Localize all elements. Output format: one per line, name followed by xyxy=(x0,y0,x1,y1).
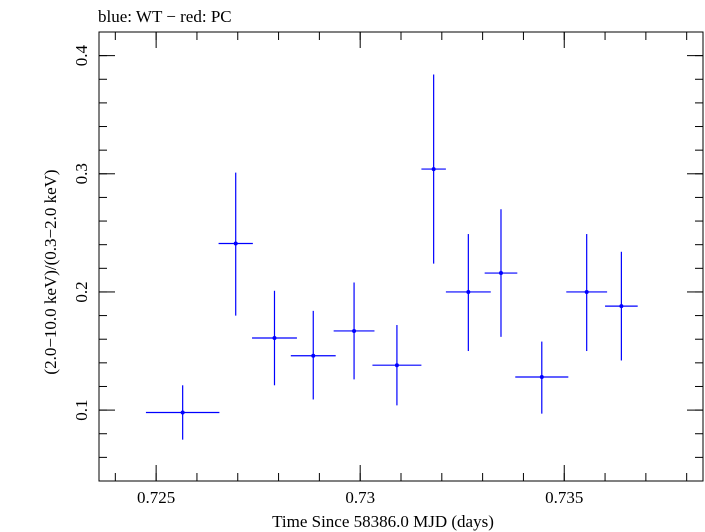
data-point xyxy=(605,251,638,361)
data-point xyxy=(372,325,422,406)
data-marker xyxy=(272,336,277,341)
data-point xyxy=(290,310,336,400)
data-point xyxy=(333,282,375,380)
data-point xyxy=(484,209,518,337)
data-marker xyxy=(498,271,503,276)
axis-tick-labels: 0.725 0.73 0.735 0.1 0.2 0.3 0.4 xyxy=(72,45,583,507)
data-marker xyxy=(466,289,471,294)
y-tick-label: 0.3 xyxy=(72,163,91,184)
data-point xyxy=(218,172,253,316)
data-marker xyxy=(311,353,316,358)
x-tick-label: 0.735 xyxy=(545,488,583,507)
x-tick-label: 0.73 xyxy=(345,488,375,507)
data-marker xyxy=(352,328,357,333)
data-point xyxy=(566,234,608,352)
y-tick-label: 0.1 xyxy=(72,399,91,420)
data-marker xyxy=(233,241,238,246)
data-point xyxy=(421,74,446,264)
data-points xyxy=(145,74,638,440)
data-marker xyxy=(431,167,436,172)
axis-ticks xyxy=(99,31,703,482)
data-marker xyxy=(539,375,544,380)
data-point xyxy=(145,385,220,440)
data-point xyxy=(515,341,569,414)
y-tick-label: 0.2 xyxy=(72,281,91,302)
x-tick-label: 0.725 xyxy=(137,488,175,507)
data-marker xyxy=(180,410,185,415)
data-point xyxy=(252,290,297,386)
y-tick-label: 0.4 xyxy=(72,45,91,67)
data-point xyxy=(445,234,491,352)
chart-title: blue: WT − red: PC xyxy=(98,7,232,26)
data-marker xyxy=(394,363,399,368)
x-axis-label: Time Since 58386.0 MJD (days) xyxy=(272,512,494,531)
plot-frame xyxy=(98,31,704,482)
data-marker xyxy=(584,289,589,294)
data-marker xyxy=(619,304,624,309)
y-axis-label: (2.0−10.0 keV)/(0.3−2.0 keV) xyxy=(41,169,60,374)
